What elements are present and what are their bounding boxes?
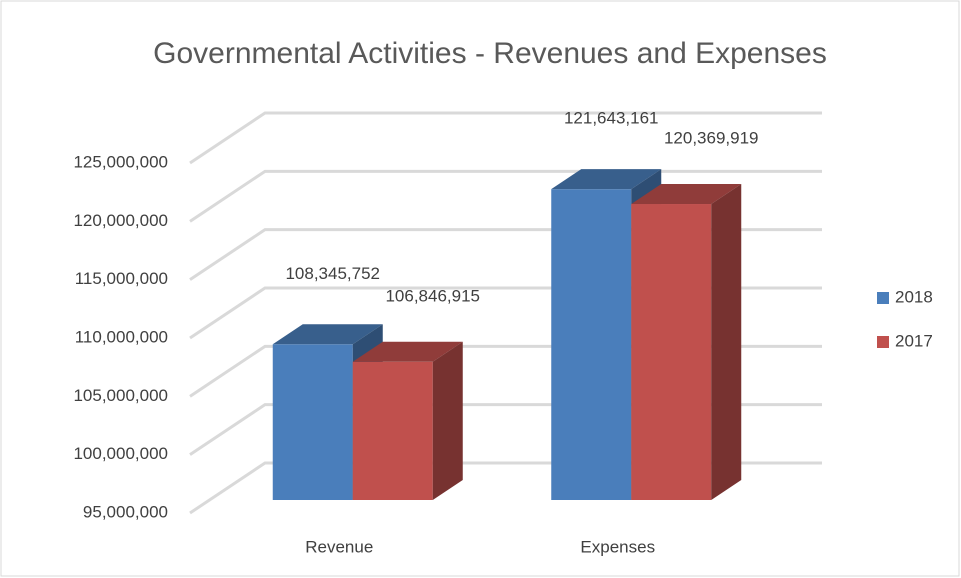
y-tick-label: 125,000,000 [73, 152, 168, 171]
x-tick-label: Revenue [305, 537, 373, 556]
bar-side [711, 184, 742, 500]
y-tick-label: 95,000,000 [83, 502, 168, 521]
data-label: 106,846,915 [385, 286, 480, 305]
bar-front [352, 361, 433, 500]
chart-title: Governmental Activities - Revenues and E… [153, 37, 827, 70]
legend-swatch [877, 292, 889, 304]
data-label: 120,369,919 [664, 129, 759, 148]
bar-front [272, 344, 353, 500]
bar-top [551, 169, 662, 190]
y-tick-label: 120,000,000 [73, 211, 168, 230]
data-label: 121,643,161 [564, 109, 659, 128]
bar-side [432, 341, 463, 500]
x-tick-label: Expenses [580, 537, 655, 556]
legend-label: 2018 [895, 287, 933, 306]
bar-front [551, 189, 632, 500]
bar-top [272, 324, 383, 345]
legend-label: 2017 [895, 331, 933, 350]
legend-swatch [877, 336, 889, 348]
y-tick-label: 105,000,000 [73, 386, 168, 405]
bar-top [352, 341, 463, 362]
bar-front [631, 204, 712, 500]
bar-top [631, 184, 742, 205]
grid-line [189, 111, 822, 165]
y-tick-label: 110,000,000 [75, 327, 168, 346]
y-tick-label: 115,000,000 [75, 269, 168, 288]
data-label: 108,345,752 [285, 264, 380, 283]
y-tick-label: 100,000,000 [73, 444, 168, 463]
